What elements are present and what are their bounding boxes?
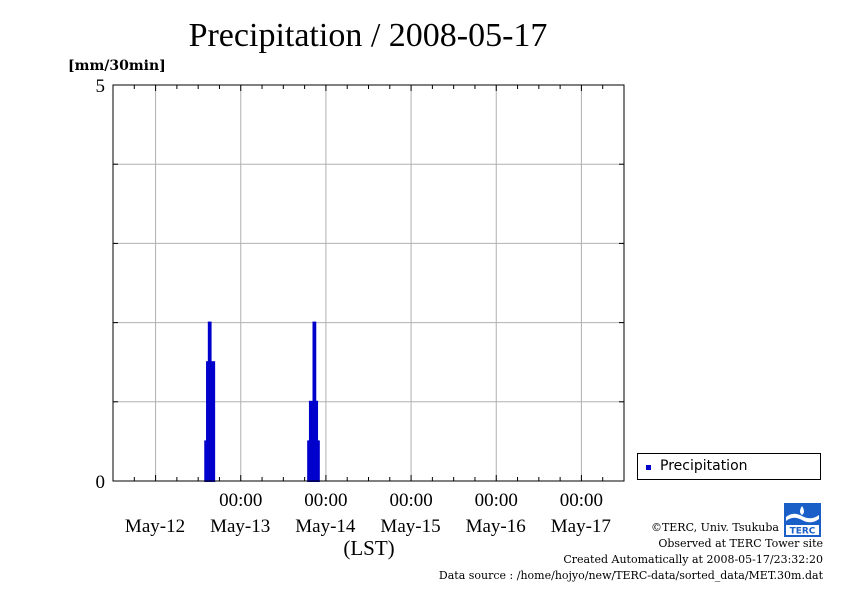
created-text: Created Automatically at 2008-05-17/23:3…: [563, 553, 823, 566]
source-text: Data source : /home/hojyo/new/TERC-data/…: [438, 569, 823, 582]
x-date-label: May-17: [551, 516, 611, 537]
x-time-label: 00:00: [389, 490, 432, 511]
x-time-label: 00:00: [560, 490, 603, 511]
chart-title: Precipitation / 2008-05-17: [189, 17, 548, 54]
x-time-label: 00:00: [219, 490, 262, 511]
x-date-label: May-13: [210, 516, 270, 537]
precip-bar: [316, 440, 320, 482]
y-tick-labels: 50: [96, 76, 106, 493]
terc-logo-icon: TERC: [784, 503, 821, 537]
x-axis-label: (LST): [343, 536, 394, 560]
plot-frame: [112, 84, 625, 482]
logo-text: TERC: [790, 527, 816, 537]
y-tick-label: 0: [96, 472, 106, 493]
legend-swatch: [646, 465, 651, 470]
precip-bar: [211, 361, 216, 483]
x-tick-labels: 00:00 00:00 00:00 00:00 00:00 May-12 May-13 May…: [125, 490, 611, 537]
copyright-text: ©TERC, Univ. Tsukuba: [650, 521, 779, 534]
y-axis-unit: [mm/30min]: [68, 58, 166, 74]
legend: Precipitation: [637, 453, 821, 480]
y-tick-label: 5: [96, 76, 106, 97]
x-date-label: May-16: [466, 516, 526, 537]
credits: ©TERC, Univ. Tsukuba Observed at TERC To…: [439, 520, 823, 584]
grid-lines: [113, 85, 624, 481]
x-date-label: May-15: [380, 516, 440, 537]
x-time-label: 00:00: [304, 490, 347, 511]
x-date-label: May-12: [125, 516, 185, 537]
axis-ticks: [112, 84, 625, 482]
site-text: Observed at TERC Tower site: [658, 537, 823, 550]
x-date-label: May-14: [295, 516, 356, 537]
legend-label: Precipitation: [660, 458, 748, 474]
x-time-label: 00:00: [475, 490, 518, 511]
